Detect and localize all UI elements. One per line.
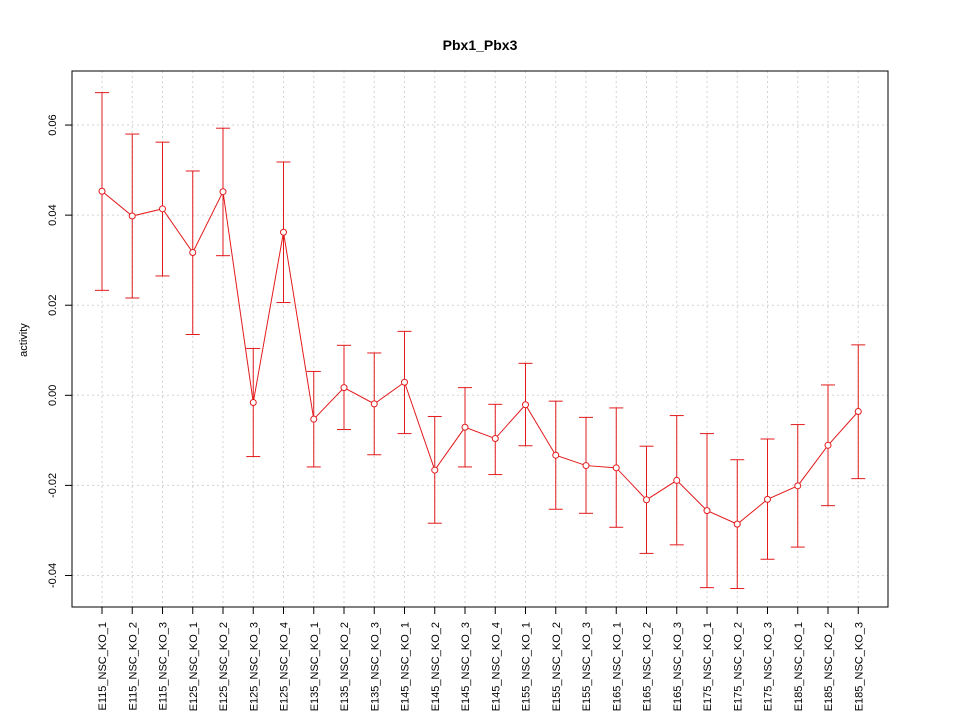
x-tick-label: E155_NSC_KO_2 — [551, 622, 563, 711]
x-tick-label: E115_NSC_KO_3 — [158, 622, 170, 710]
x-tick-label: E185_NSC_KO_2 — [823, 622, 835, 711]
data-point — [98, 187, 106, 195]
plot-frame — [71, 70, 889, 608]
x-tick-label: E125_NSC_KO_4 — [279, 622, 291, 711]
data-point — [764, 495, 771, 503]
data-point — [249, 399, 257, 407]
data-point — [582, 462, 590, 470]
x-tick-label: E145_NSC_KO_3 — [460, 622, 472, 711]
data-point — [794, 482, 802, 490]
y-tick-label: 0.00 — [47, 385, 59, 406]
x-tick-label: E165_NSC_KO_1 — [611, 622, 623, 711]
y-tick-label: 0.06 — [47, 114, 59, 135]
data-point — [461, 423, 469, 431]
x-tick-label: E165_NSC_KO_3 — [672, 622, 684, 711]
data-point — [219, 188, 227, 196]
axes-layer: -0.04 -0.02 0.00 0.02 0.04 0.06 E115_NSC_KO_1 E… — [47, 114, 865, 711]
x-tick-label: E135_NSC_KO_2 — [339, 622, 351, 711]
x-tick-label: E135_NSC_KO_3 — [369, 622, 381, 711]
data-point — [552, 451, 560, 459]
x-tick-label: E175_NSC_KO_2 — [732, 622, 744, 711]
y-tick-label: 0.02 — [47, 295, 59, 316]
data-point — [431, 466, 439, 474]
x-tick-label: E115_NSC_KO_2 — [127, 622, 139, 710]
data-point — [491, 435, 499, 443]
x-tick-label: E115_NSC_KO_1 — [97, 622, 109, 710]
x-tick-label: E125_NSC_KO_2 — [218, 622, 230, 711]
data-point — [401, 378, 408, 386]
x-tick-label: E125_NSC_KO_3 — [248, 622, 260, 711]
y-tick-label: -0.02 — [47, 473, 59, 498]
x-tick-label: E175_NSC_KO_3 — [763, 622, 775, 711]
x-tick-label: E175_NSC_KO_1 — [702, 622, 714, 711]
data-point — [280, 228, 287, 236]
data-point — [824, 441, 832, 449]
series-layer — [95, 92, 866, 590]
data-point — [703, 507, 711, 515]
data-point — [159, 205, 166, 213]
data-point — [643, 496, 650, 504]
x-tick-label: E145_NSC_KO_1 — [400, 622, 412, 711]
data-point — [310, 415, 318, 423]
y-axis-label: activity — [18, 323, 30, 357]
x-tick-label: E155_NSC_KO_3 — [581, 622, 593, 711]
x-tick-label: E165_NSC_KO_2 — [642, 622, 654, 711]
series-line — [101, 190, 859, 525]
x-tick-label: E155_NSC_KO_1 — [521, 622, 533, 711]
data-point — [128, 212, 136, 220]
data-point — [612, 464, 620, 472]
x-tick-label: E145_NSC_KO_4 — [490, 622, 502, 711]
x-tick-label: E185_NSC_KO_1 — [793, 622, 805, 711]
data-point — [340, 384, 348, 392]
y-tick-label: -0.04 — [47, 563, 59, 588]
grid-layer — [72, 71, 888, 607]
x-tick-label: E185_NSC_KO_3 — [853, 622, 865, 711]
x-tick-label: E135_NSC_KO_1 — [309, 622, 321, 711]
data-point — [733, 520, 741, 528]
chart-title: Pbx1_Pbx3 — [443, 37, 518, 53]
data-point — [673, 476, 681, 484]
data-point — [522, 401, 529, 409]
data-point — [370, 400, 378, 408]
x-tick-label: E145_NSC_KO_2 — [430, 622, 442, 711]
y-tick-label: 0.04 — [47, 204, 59, 225]
x-tick-label: E125_NSC_KO_1 — [188, 622, 200, 711]
data-point — [854, 408, 862, 416]
data-point — [189, 249, 197, 257]
